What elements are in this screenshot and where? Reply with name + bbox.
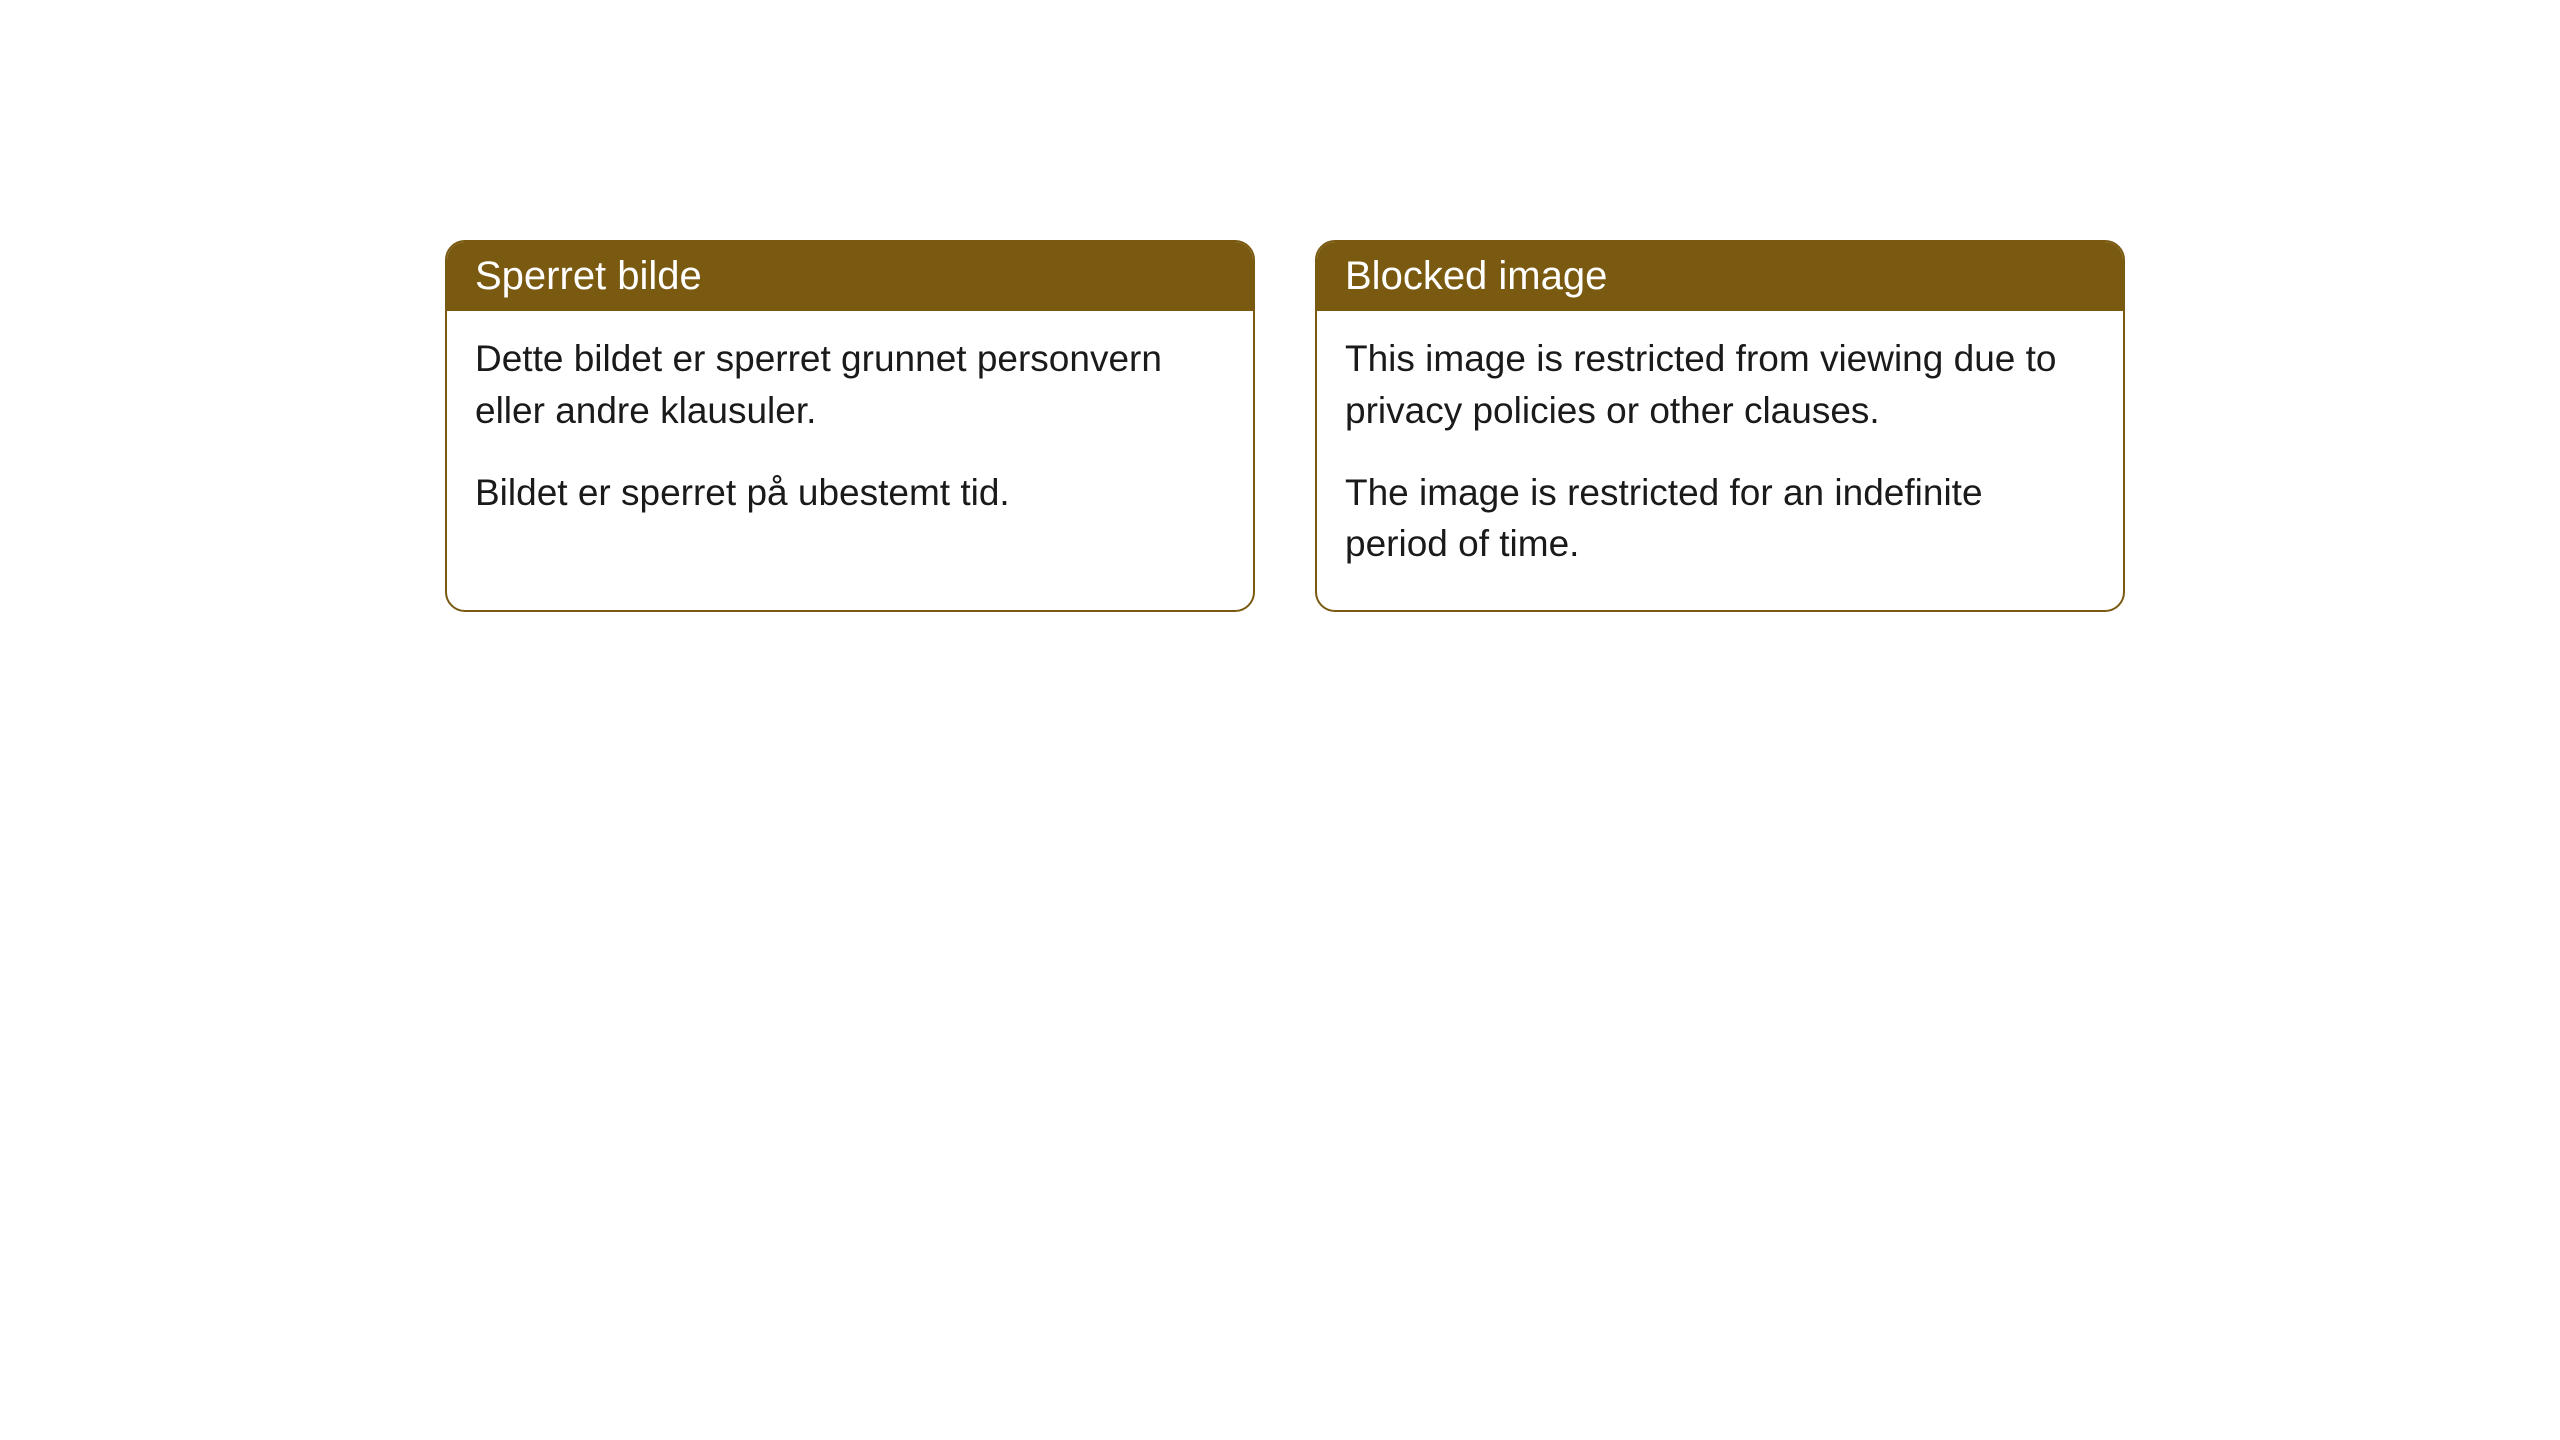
blocked-image-card-norwegian: Sperret bilde Dette bildet er sperret gr… [445, 240, 1255, 612]
blocked-image-card-english: Blocked image This image is restricted f… [1315, 240, 2125, 612]
card-paragraph-2: The image is restricted for an indefinit… [1345, 467, 2095, 571]
notice-cards-container: Sperret bilde Dette bildet er sperret gr… [445, 240, 2125, 612]
card-paragraph-1: This image is restricted from viewing du… [1345, 333, 2095, 437]
card-paragraph-2: Bildet er sperret på ubestemt tid. [475, 467, 1225, 519]
card-body-english: This image is restricted from viewing du… [1317, 311, 2123, 610]
card-header-english: Blocked image [1317, 242, 2123, 311]
card-body-norwegian: Dette bildet er sperret grunnet personve… [447, 311, 1253, 558]
card-paragraph-1: Dette bildet er sperret grunnet personve… [475, 333, 1225, 437]
card-header-norwegian: Sperret bilde [447, 242, 1253, 311]
